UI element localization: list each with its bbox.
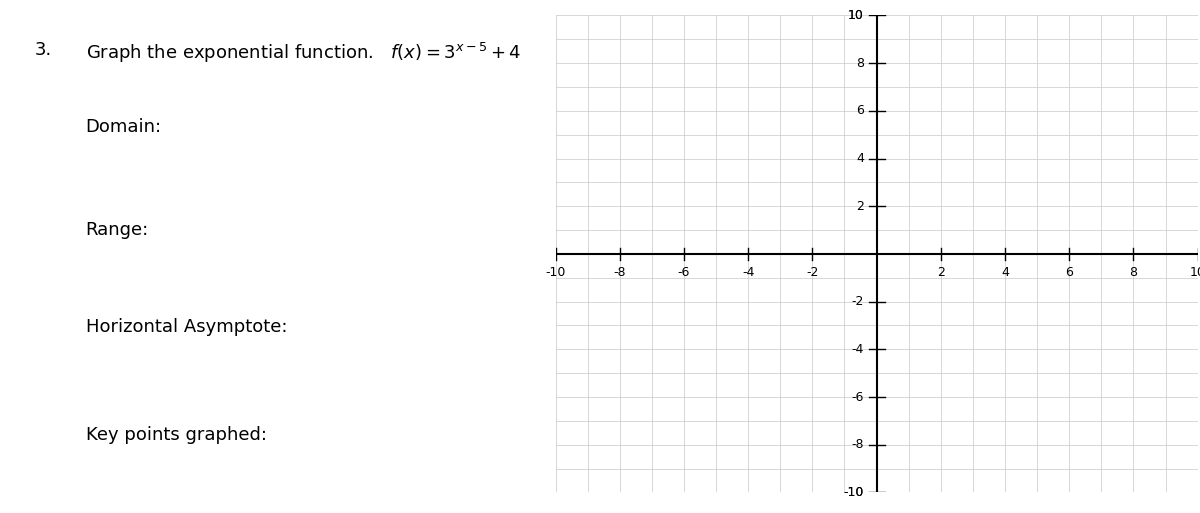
Text: 6: 6 [856,104,864,117]
Text: -2: -2 [851,295,864,308]
Text: Domain:: Domain: [85,118,162,136]
Text: 3.: 3. [34,41,52,59]
Text: 8: 8 [856,56,864,70]
Text: 10: 10 [848,9,864,22]
Text: Horizontal Asymptote:: Horizontal Asymptote: [85,318,287,336]
Text: -8: -8 [851,438,864,451]
Text: -4: -4 [742,266,755,279]
Text: -2: -2 [806,266,818,279]
Text: 6: 6 [1066,266,1073,279]
Text: -10: -10 [546,266,565,279]
Text: 4: 4 [856,152,864,165]
Text: Range:: Range: [85,221,149,239]
Text: 10: 10 [1189,266,1200,279]
Text: -8: -8 [613,266,626,279]
Text: Graph the exponential function.   $f(x) = 3^{x-5} + 4$: Graph the exponential function. $f(x) = … [85,41,521,65]
Text: 2: 2 [856,200,864,213]
Text: -4: -4 [851,343,864,356]
Text: 10: 10 [848,9,864,22]
Text: 4: 4 [1001,266,1009,279]
Text: -10: -10 [844,486,864,499]
Text: 2: 2 [937,266,944,279]
Text: Key points graphed:: Key points graphed: [85,426,266,444]
Text: -6: -6 [851,390,864,404]
Text: -10: -10 [844,486,864,499]
Text: 8: 8 [1129,266,1138,279]
Text: -6: -6 [678,266,690,279]
